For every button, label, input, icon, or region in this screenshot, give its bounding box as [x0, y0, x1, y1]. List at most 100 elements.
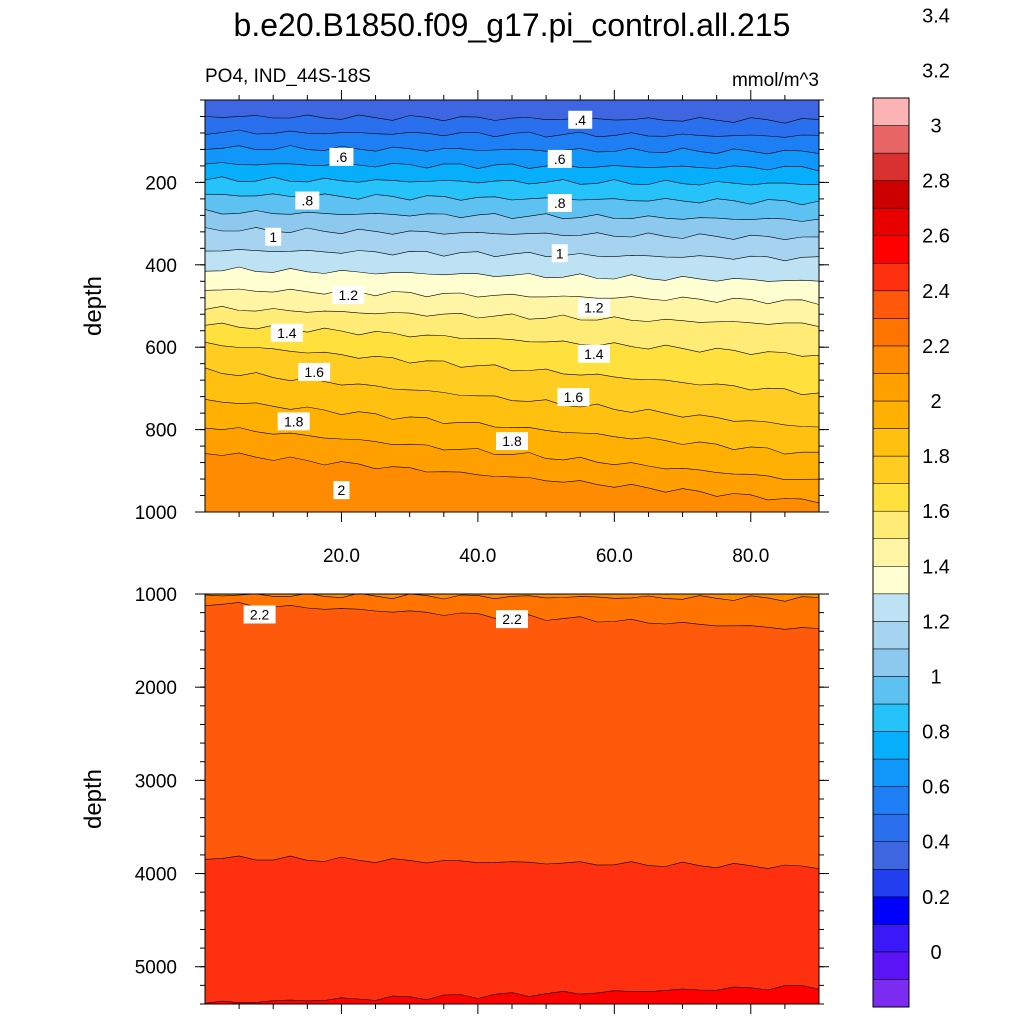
contour-label: 2.2	[496, 610, 528, 629]
contour-label: .6	[329, 147, 354, 166]
contour-label-text: 1	[556, 245, 564, 261]
contour-label-box	[496, 610, 528, 629]
upper-contour-labels: .4 .6 .6 .8 .8 1 1 1.2 1.2 1.4 1.4 1.6 1.6 1.8 1.8 2	[265, 110, 610, 500]
y-tick-label: 5000	[135, 958, 177, 979]
contour-label-box	[557, 388, 590, 407]
contour-label-box	[295, 191, 320, 210]
contour-line	[205, 322, 819, 357]
contour-band	[205, 267, 819, 305]
colorbar-tick-label: 2.8	[922, 171, 950, 193]
colorbar-box	[872, 235, 910, 264]
upper-contour-lines	[205, 114, 819, 504]
upper-axes: 200 400 600 800 1000 20.0 40.0 60.0 80.0	[135, 90, 829, 567]
colorbar-tick-label: 1.2	[922, 611, 950, 633]
contour-band	[205, 602, 819, 869]
contour-label: .8	[547, 194, 572, 212]
y-tick-label: 400	[145, 256, 177, 277]
colorbar-tick-label: 1.8	[922, 446, 950, 468]
contour-label: 1.8	[277, 412, 310, 431]
contour-label: 1	[551, 244, 568, 263]
colorbar-box	[872, 510, 910, 539]
colorbar-tick-label: 0.4	[922, 832, 950, 854]
contour-label-box	[329, 147, 354, 166]
colorbar-box	[872, 924, 910, 953]
contour-line	[205, 114, 819, 124]
colorbar-tick-label: 1	[930, 666, 941, 688]
colorbar-tick-label: 0.8	[922, 722, 950, 744]
contour-label-text: 2.2	[250, 607, 270, 623]
colorbar-box	[872, 841, 910, 870]
colorbar-box	[872, 97, 910, 126]
contour-label-box	[577, 344, 610, 363]
colorbar-box	[872, 758, 910, 787]
colorbar-tick-label: 3	[930, 116, 941, 138]
colorbar-box	[872, 207, 910, 236]
contour-label-box	[265, 227, 282, 246]
upper-panel: .4 .6 .6 .8 .8 1 1 1.2 1.2 1.4 1.4 1.6 1.6 1.8 1.8 2 20…	[80, 90, 829, 567]
contour-band	[205, 193, 819, 222]
contour-line	[205, 249, 819, 262]
colorbar-box	[872, 290, 910, 319]
colorbar-box	[872, 428, 910, 457]
contour-line	[205, 266, 819, 282]
upper-y-axis-label: depth	[80, 276, 107, 336]
contour-label: 2.2	[243, 605, 276, 624]
colorbar-box	[872, 373, 910, 402]
upper-filled-contours	[205, 100, 819, 512]
contour-line	[205, 594, 819, 602]
colorbar-box	[872, 648, 910, 677]
colorbar-tick-label: 2.2	[922, 336, 950, 358]
colorbar-box	[872, 703, 910, 732]
colorbar-box	[872, 676, 910, 705]
colorbar-box	[872, 593, 910, 622]
contour-line	[205, 145, 819, 155]
colorbar-box	[872, 951, 910, 980]
contour-label-text: 1.8	[284, 413, 304, 429]
colorbar-box	[872, 869, 910, 898]
contour-label: 1.8	[496, 432, 528, 451]
colorbar-tick-label: 3.4	[922, 5, 950, 27]
contour-label-text: .4	[574, 112, 586, 128]
x-tick-label: 60.0	[596, 546, 633, 567]
y-tick-label: 800	[145, 421, 177, 442]
contour-label: 1.6	[298, 362, 331, 381]
contour-band	[205, 427, 819, 503]
contour-label-text: 1.4	[277, 325, 297, 341]
contour-band	[205, 176, 819, 205]
contour-label-box	[568, 110, 593, 129]
colorbar-box	[872, 180, 910, 209]
y-tick-label: 3000	[135, 771, 177, 792]
colorbar-tick-label: 1.6	[922, 501, 950, 523]
contour-label-text: .6	[336, 149, 348, 165]
contour-label-text: .8	[554, 195, 566, 211]
colorbar-box	[872, 979, 910, 1008]
contour-line	[205, 209, 819, 222]
contour-label-text: 1.8	[502, 433, 522, 449]
contour-label-text: 2	[338, 482, 346, 498]
contour-line	[205, 985, 819, 1004]
contour-line	[205, 176, 819, 186]
contour-label: 2	[333, 481, 350, 500]
colorbar-box	[872, 125, 910, 154]
colorbar-box	[872, 896, 910, 925]
colorbar-tick-label: 2.6	[922, 226, 950, 248]
contour-band	[205, 209, 819, 240]
colorbar-box	[872, 731, 910, 760]
contour-line	[205, 427, 819, 481]
contour-band	[205, 145, 819, 171]
contour-band	[205, 855, 819, 1004]
units-label: mmol/m^3	[732, 70, 819, 91]
colorbar-box	[872, 538, 910, 567]
contour-band	[205, 227, 819, 261]
contour-band	[205, 130, 819, 154]
colorbar-box	[872, 483, 910, 512]
contour-line	[205, 452, 819, 504]
contour-line	[205, 288, 819, 305]
contour-label-text: 1.2	[339, 287, 359, 303]
contour-label-text: 1.2	[584, 300, 604, 316]
colorbar-tick-label: 0.6	[922, 777, 950, 799]
contour-label-box	[243, 605, 276, 624]
x-tick-label: 80.0	[732, 546, 769, 567]
contour-line	[205, 305, 819, 327]
